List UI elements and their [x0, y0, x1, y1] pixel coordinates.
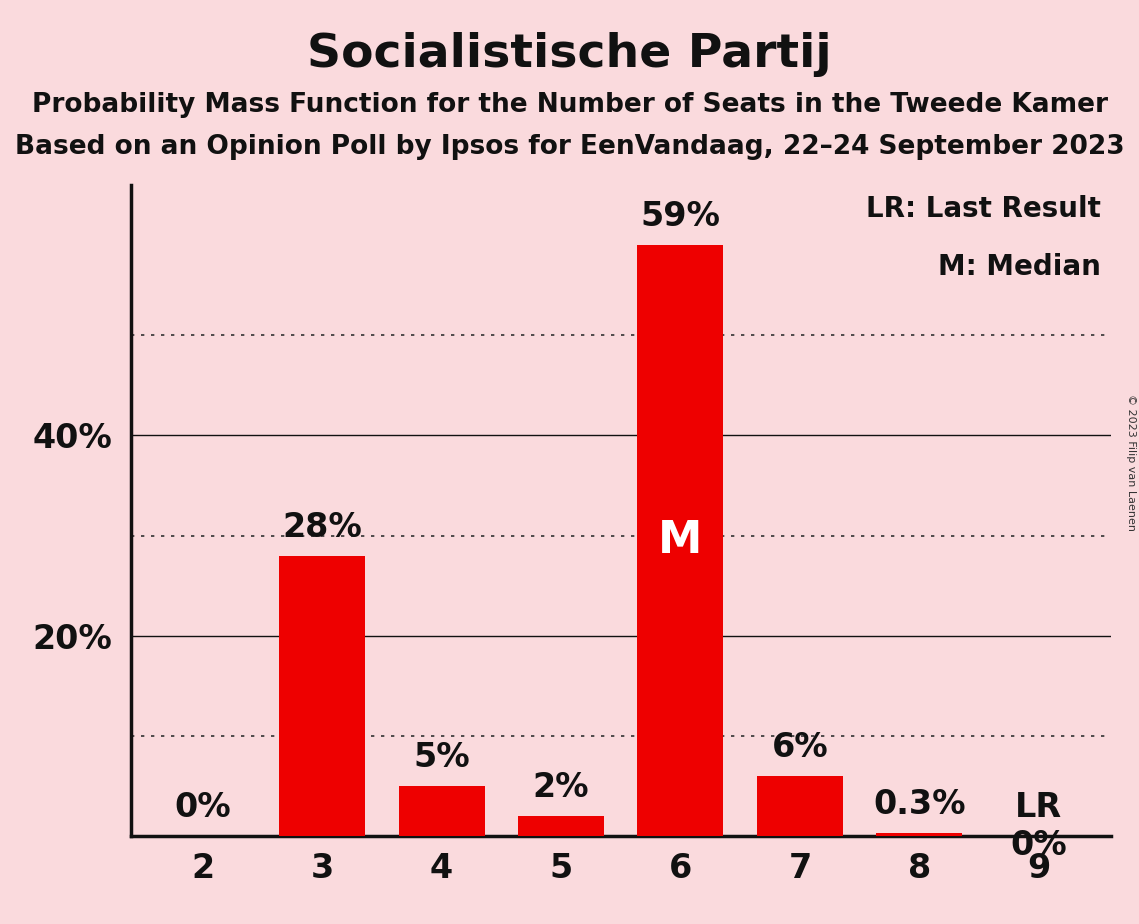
Text: 59%: 59% — [640, 200, 721, 233]
Bar — [399, 786, 484, 836]
Text: M: Median: M: Median — [937, 253, 1100, 281]
Text: 0%: 0% — [174, 791, 231, 824]
Text: 5%: 5% — [413, 741, 470, 774]
Text: Based on an Opinion Poll by Ipsos for EenVandaag, 22–24 September 2023: Based on an Opinion Poll by Ipsos for Ee… — [15, 134, 1124, 160]
Bar — [638, 245, 723, 836]
Text: Probability Mass Function for the Number of Seats in the Tweede Kamer: Probability Mass Function for the Number… — [32, 92, 1107, 118]
Text: Socialistische Partij: Socialistische Partij — [308, 32, 831, 78]
Text: 0%: 0% — [1010, 829, 1067, 862]
Text: 6%: 6% — [771, 731, 828, 764]
Text: © 2023 Filip van Laenen: © 2023 Filip van Laenen — [1126, 394, 1136, 530]
Text: LR: LR — [1015, 791, 1063, 824]
Text: 2%: 2% — [533, 772, 589, 804]
Bar — [279, 555, 366, 836]
Bar — [518, 816, 604, 836]
Text: 0.3%: 0.3% — [874, 788, 966, 821]
Bar — [876, 833, 962, 836]
Text: 28%: 28% — [282, 511, 362, 543]
Text: M: M — [658, 519, 703, 562]
Text: LR: Last Result: LR: Last Result — [866, 195, 1100, 223]
Bar — [757, 776, 843, 836]
